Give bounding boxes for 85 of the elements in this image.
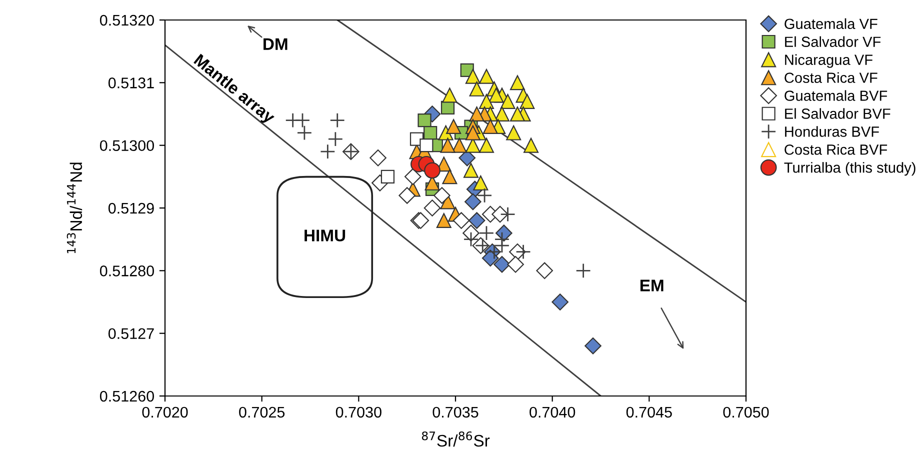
y-tick-label: 0.51280 (100, 266, 154, 276)
point (458, 149, 476, 166)
point (463, 162, 478, 178)
point (510, 106, 525, 122)
point (452, 212, 470, 229)
point (492, 206, 508, 223)
point (510, 75, 525, 90)
y-tick-label: 0.5131 (108, 78, 154, 88)
point (478, 225, 494, 241)
annotation: HIMU (304, 230, 346, 242)
point (398, 187, 416, 204)
legend-label: Costa Rica VF (784, 72, 878, 83)
point (469, 106, 484, 122)
point (462, 224, 480, 242)
point (482, 119, 498, 134)
point (524, 138, 539, 153)
x-tick-label: 0.7040 (530, 406, 576, 418)
y-tick-label: 0.5129 (108, 202, 154, 214)
point (294, 112, 310, 128)
point (442, 169, 458, 184)
point (482, 250, 499, 267)
point (330, 112, 346, 128)
point (424, 126, 438, 140)
point (320, 144, 336, 160)
point (469, 81, 484, 96)
point (296, 125, 312, 140)
legend-label: El Salvador BVF (785, 108, 890, 119)
x-tick-label: 0.7025 (239, 406, 285, 418)
x-tick-label: 0.7020 (142, 406, 188, 418)
point (478, 68, 494, 84)
point (442, 88, 458, 103)
point (436, 213, 452, 228)
y-tick-label: 0.51320 (100, 14, 154, 26)
point (370, 149, 386, 166)
point (424, 200, 441, 216)
point (488, 88, 504, 103)
y-tick-label: 0.51300 (100, 140, 154, 152)
point (473, 175, 488, 190)
annotation: DM (264, 38, 288, 50)
point (420, 138, 434, 152)
annotation: EM (640, 280, 664, 292)
point (494, 256, 510, 273)
legend-label: Guatemala VF (784, 18, 878, 30)
point (536, 262, 553, 280)
x-tick-label: 0.7045 (626, 406, 672, 418)
point (446, 119, 462, 134)
legend-label: Honduras BVF (785, 126, 879, 137)
point (424, 162, 440, 179)
legend-label: El Salvador VF (785, 36, 881, 47)
x-tick-label: 0.7030 (336, 406, 382, 418)
point (500, 94, 516, 109)
x-axis-title: $^{87}$Sr/$^{86}$Sr (422, 431, 490, 447)
y-axis-title: $^{143}$Nd/$^{144}$Nd (66, 162, 82, 254)
x-tick-label: 0.7035 (432, 406, 478, 418)
y-tick-label: 0.51260 (100, 390, 154, 402)
point (478, 138, 494, 153)
point (380, 170, 395, 184)
point (520, 94, 535, 109)
point (584, 337, 602, 354)
point (418, 113, 432, 128)
point (496, 224, 512, 242)
point (507, 256, 524, 273)
legend-label: Nicaragua VF (785, 54, 872, 68)
point (478, 94, 494, 109)
legend-label: Turrialba (this study) (784, 162, 916, 176)
x-tick-label: 0.7050 (723, 406, 769, 418)
point (500, 206, 516, 222)
point (516, 244, 531, 260)
point (476, 188, 492, 204)
point (404, 168, 422, 186)
point (440, 138, 456, 153)
legend-label: Costa Rica BVF (784, 144, 888, 155)
point (463, 232, 479, 247)
point (465, 68, 480, 84)
point (328, 131, 344, 147)
point (552, 294, 568, 310)
point (465, 125, 480, 140)
point (464, 193, 482, 210)
point (434, 187, 450, 204)
legend-label: Guatemala BVF (784, 90, 888, 101)
point (506, 125, 522, 140)
y-tick-label: 0.5127 (108, 328, 154, 340)
point (452, 138, 467, 153)
point (468, 212, 486, 229)
point (576, 263, 591, 278)
